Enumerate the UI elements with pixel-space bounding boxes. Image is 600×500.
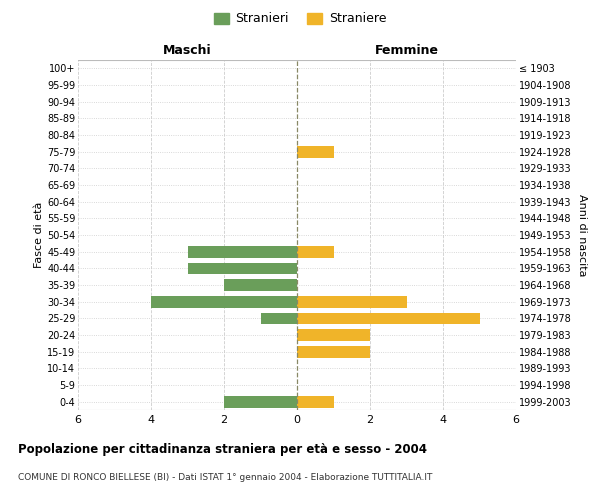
Y-axis label: Anni di nascita: Anni di nascita xyxy=(577,194,587,276)
Legend: Stranieri, Straniere: Stranieri, Straniere xyxy=(210,8,390,29)
Bar xyxy=(297,296,407,308)
Bar xyxy=(297,396,334,407)
Text: Maschi: Maschi xyxy=(163,44,212,57)
Bar xyxy=(297,146,334,158)
Text: Femmine: Femmine xyxy=(374,44,439,57)
Bar xyxy=(151,296,297,308)
Bar xyxy=(297,329,370,341)
Bar xyxy=(224,279,297,291)
Bar xyxy=(297,312,479,324)
Bar xyxy=(297,246,334,258)
Bar xyxy=(224,396,297,407)
Bar xyxy=(260,312,297,324)
Bar xyxy=(188,246,297,258)
Bar xyxy=(297,346,370,358)
Text: COMUNE DI RONCO BIELLESE (BI) - Dati ISTAT 1° gennaio 2004 - Elaborazione TUTTIT: COMUNE DI RONCO BIELLESE (BI) - Dati IST… xyxy=(18,472,433,482)
Y-axis label: Fasce di età: Fasce di età xyxy=(34,202,44,268)
Bar xyxy=(188,262,297,274)
Text: Popolazione per cittadinanza straniera per età e sesso - 2004: Popolazione per cittadinanza straniera p… xyxy=(18,442,427,456)
